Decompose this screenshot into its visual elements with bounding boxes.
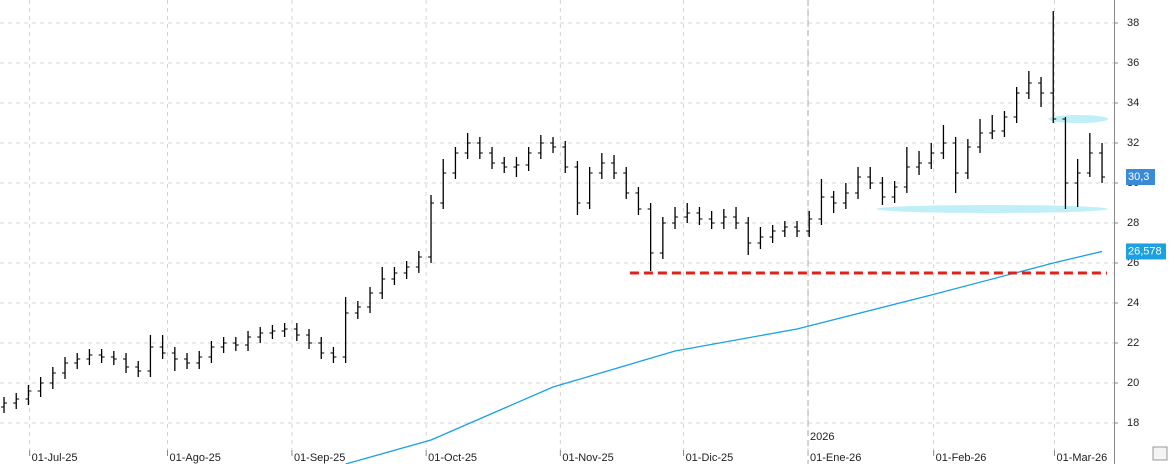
- value-box-label: 30,3: [1128, 171, 1149, 183]
- corner-button[interactable]: [1152, 446, 1168, 461]
- highlight-zone: [876, 205, 1109, 213]
- x-tick-label: 01-Sep-25: [294, 452, 345, 464]
- highlight-zone: [1048, 115, 1109, 123]
- x-tick-label: 01-Jul-25: [32, 452, 78, 464]
- x-tick-label: 01-Ene-26: [810, 452, 861, 464]
- x-tick-label: 01-Feb-26: [936, 452, 987, 464]
- year-label: 2026: [810, 431, 834, 443]
- moving-average-line: [345, 250, 1103, 464]
- y-tick-label: 36: [1127, 57, 1139, 69]
- value-box: [1126, 243, 1166, 260]
- x-tick-label: 01-Oct-25: [428, 452, 477, 464]
- value-box: [1126, 169, 1155, 185]
- y-tick-label: 26: [1127, 257, 1139, 269]
- y-tick-label: 38: [1127, 17, 1139, 29]
- x-tick-label: 01-Nov-25: [562, 452, 613, 464]
- value-box-label: 26,578: [1128, 245, 1162, 257]
- y-tick-label: 22: [1127, 337, 1139, 349]
- x-tick-label: 01-Dic-25: [686, 452, 734, 464]
- y-tick-label: 34: [1127, 97, 1139, 109]
- y-tick-label: 28: [1127, 217, 1139, 229]
- y-tick-label: 24: [1127, 297, 1139, 309]
- y-tick-label: 20: [1127, 377, 1139, 389]
- y-tick-label: 18: [1127, 417, 1139, 429]
- x-tick-label: 01-Ago-25: [170, 452, 221, 464]
- y-tick-label: 32: [1127, 137, 1139, 149]
- x-tick-label: 01-Mar-26: [1056, 452, 1107, 464]
